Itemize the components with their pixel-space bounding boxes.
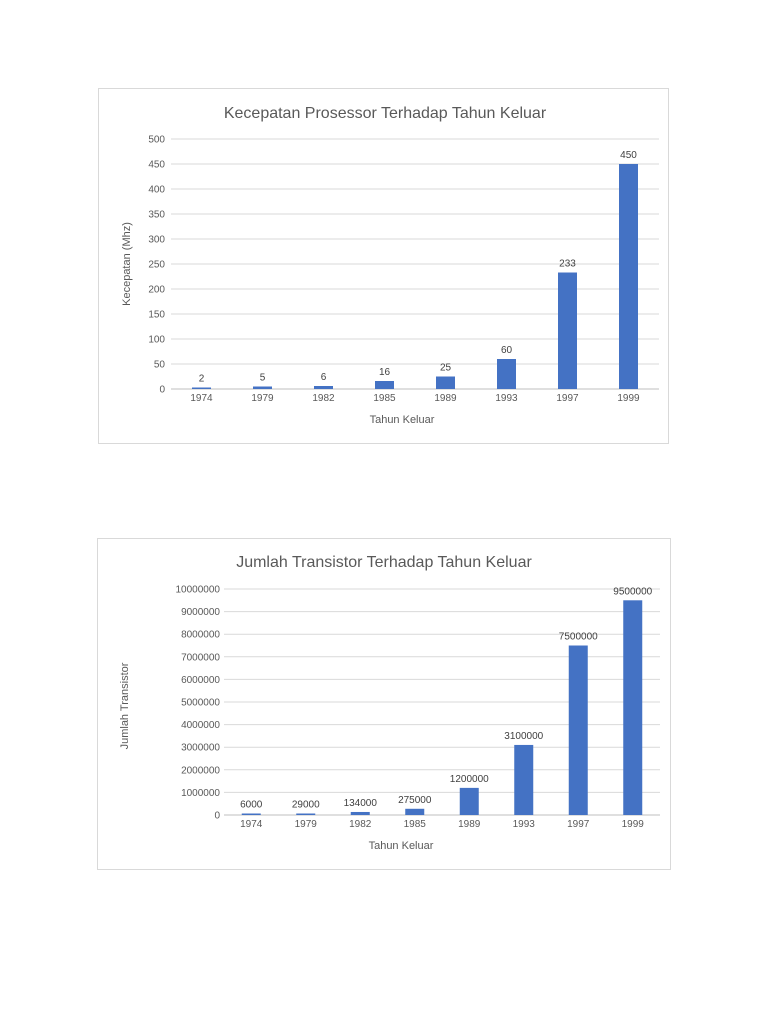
data-label-1985: 16	[379, 367, 391, 378]
data-labels: 6000 29000 134000 275000 1200000 3100000 75000…	[240, 586, 653, 810]
bar-1993	[514, 744, 534, 815]
x-tick-label: 1985	[373, 393, 396, 404]
y-ticks: 0 50 100 150 200 250 300 350 400 450 500	[148, 135, 165, 396]
data-label-1989: 25	[440, 363, 452, 374]
x-ticks: 1974 1979 1982 1985 1989 1993 1997 1999	[240, 819, 644, 830]
x-tick-label: 1989	[458, 819, 481, 830]
data-label-1979: 29000	[292, 800, 320, 811]
data-label-1993: 3100000	[504, 731, 543, 742]
x-tick-label: 1999	[622, 819, 645, 830]
y-tick-label: 400	[148, 185, 165, 196]
data-label-1982: 134000	[344, 798, 378, 809]
y-tick-label: 0	[159, 385, 165, 396]
data-label-1997: 7500000	[559, 632, 598, 643]
y-tick-label: 50	[154, 360, 166, 371]
bar-1989	[436, 376, 455, 389]
chart-title: Jumlah Transistor Terhadap Tahun Keluar	[236, 554, 532, 571]
x-tick-label: 1982	[349, 819, 372, 830]
bar-1974	[241, 813, 261, 815]
y-tick-label: 100	[148, 335, 165, 346]
y-tick-label: 250	[148, 260, 165, 271]
x-axis-title: Tahun Keluar	[369, 840, 434, 852]
speed-chart: Kecepatan Prosessor Terhadap Tahun Kelua…	[98, 88, 669, 444]
bar-1997	[558, 272, 577, 389]
data-label-1989: 1200000	[450, 774, 489, 785]
bar-1993	[497, 359, 516, 389]
y-tick-label: 450	[148, 160, 165, 171]
y-tick-label: 300	[148, 235, 165, 246]
y-tick-label: 200	[148, 285, 165, 296]
bar-1999	[623, 600, 643, 815]
y-axis-title: Kecepatan (Mhz)	[121, 222, 133, 306]
y-ticks: 0 1000000 2000000 3000000 4000000 5000000 6000…	[176, 585, 221, 822]
x-tick-label: 1993	[513, 819, 536, 830]
y-tick-label: 4000000	[181, 720, 220, 731]
y-tick-label: 150	[148, 310, 165, 321]
transistor-chart-svg: Jumlah Transistor Terhadap Tahun Keluar …	[119, 554, 660, 852]
data-label-1997: 233	[559, 259, 576, 270]
y-tick-label: 6000000	[181, 675, 220, 686]
speed-chart-svg: Kecepatan Prosessor Terhadap Tahun Kelua…	[121, 105, 659, 426]
y-tick-label: 500	[148, 135, 165, 146]
data-label-1999: 450	[620, 150, 637, 161]
gridlines	[171, 138, 659, 390]
data-label-1982: 6	[321, 372, 327, 383]
y-tick-label: 8000000	[181, 630, 220, 641]
data-label-1993: 60	[501, 345, 513, 356]
data-label-1999: 9500000	[613, 586, 652, 597]
data-label-1974: 2	[199, 374, 205, 385]
chart-title: Kecepatan Prosessor Terhadap Tahun Kelua…	[224, 105, 547, 122]
bar-1985	[405, 808, 425, 815]
bar-1985	[375, 381, 394, 389]
x-tick-label: 1997	[556, 393, 579, 404]
y-tick-label: 3000000	[181, 743, 220, 754]
x-tick-label: 1999	[617, 393, 640, 404]
bar-1974	[192, 387, 211, 389]
data-label-1979: 5	[260, 373, 266, 384]
x-tick-label: 1997	[567, 819, 590, 830]
x-axis-title: Tahun Keluar	[370, 414, 435, 426]
x-tick-label: 1982	[312, 393, 335, 404]
x-tick-label: 1985	[404, 819, 427, 830]
y-tick-label: 5000000	[181, 698, 220, 709]
x-tick-label: 1989	[434, 393, 457, 404]
x-tick-label: 1979	[251, 393, 274, 404]
y-tick-label: 9000000	[181, 607, 220, 618]
y-tick-label: 2000000	[181, 765, 220, 776]
gridlines	[224, 588, 660, 816]
transistor-chart: Jumlah Transistor Terhadap Tahun Keluar …	[97, 538, 671, 870]
bar-1999	[619, 164, 638, 389]
x-ticks: 1974 1979 1982 1985 1989 1993 1997 1999	[190, 393, 640, 404]
bars	[192, 164, 638, 389]
y-tick-label: 10000000	[176, 585, 221, 596]
bar-1989	[459, 787, 479, 815]
y-axis-title: Jumlah Transistor	[119, 662, 131, 749]
y-tick-label: 350	[148, 210, 165, 221]
bars	[241, 600, 643, 815]
y-tick-label: 1000000	[181, 788, 220, 799]
y-tick-label: 7000000	[181, 652, 220, 663]
x-tick-label: 1974	[190, 393, 213, 404]
bar-1997	[568, 645, 588, 815]
bar-1979	[296, 813, 316, 815]
data-label-1974: 6000	[240, 800, 263, 811]
bar-1982	[314, 386, 333, 389]
y-tick-label: 0	[214, 811, 220, 822]
x-tick-label: 1993	[495, 393, 518, 404]
bar-1979	[253, 386, 272, 389]
data-label-1985: 275000	[398, 795, 432, 806]
x-tick-label: 1974	[240, 819, 263, 830]
x-tick-label: 1979	[295, 819, 318, 830]
bar-1982	[350, 811, 370, 815]
